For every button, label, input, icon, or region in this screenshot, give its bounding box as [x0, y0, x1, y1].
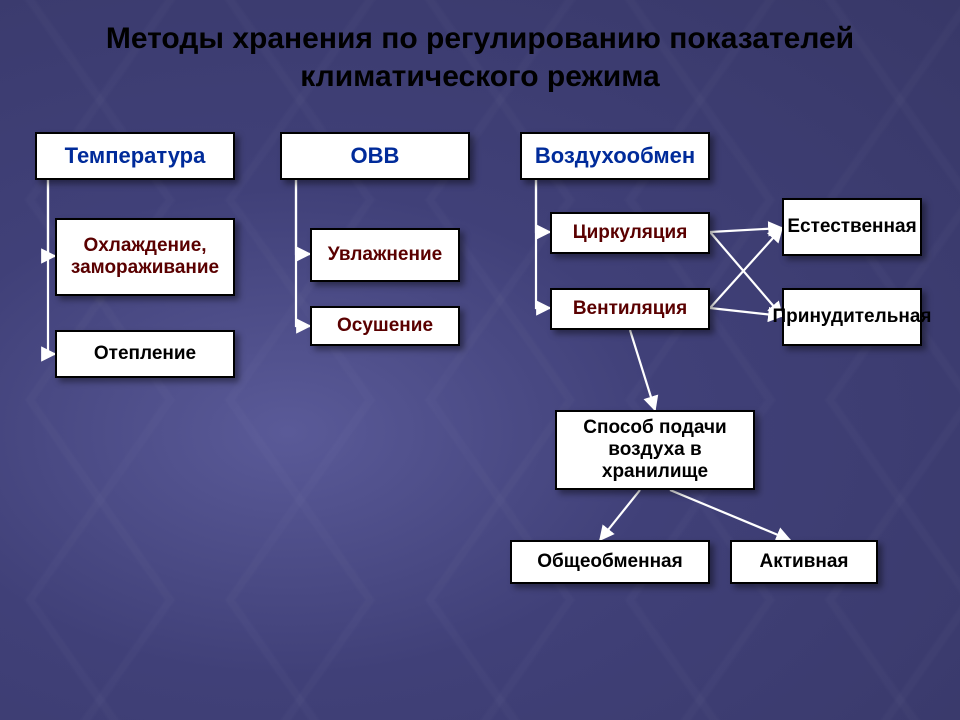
node-cool: Охлаждение, замораживание [55, 218, 235, 296]
node-ovv: ОВВ [280, 132, 470, 180]
node-active: Активная [730, 540, 878, 584]
node-temp: Температура [35, 132, 235, 180]
diagram-title: Методы хранения по регулированию показат… [0, 20, 960, 95]
node-vent: Вентиляция [550, 288, 710, 330]
node-method: Способ подачи воздуха в хранилище [555, 410, 755, 490]
node-air: Воздухообмен [520, 132, 710, 180]
node-circ: Циркуляция [550, 212, 710, 254]
node-nat: Естественная [782, 198, 922, 256]
node-dry: Осушение [310, 306, 460, 346]
node-forced: Принудительная [782, 288, 922, 346]
node-humid: Увлажнение [310, 228, 460, 282]
node-heat: Отепление [55, 330, 235, 378]
node-common: Общеобменная [510, 540, 710, 584]
